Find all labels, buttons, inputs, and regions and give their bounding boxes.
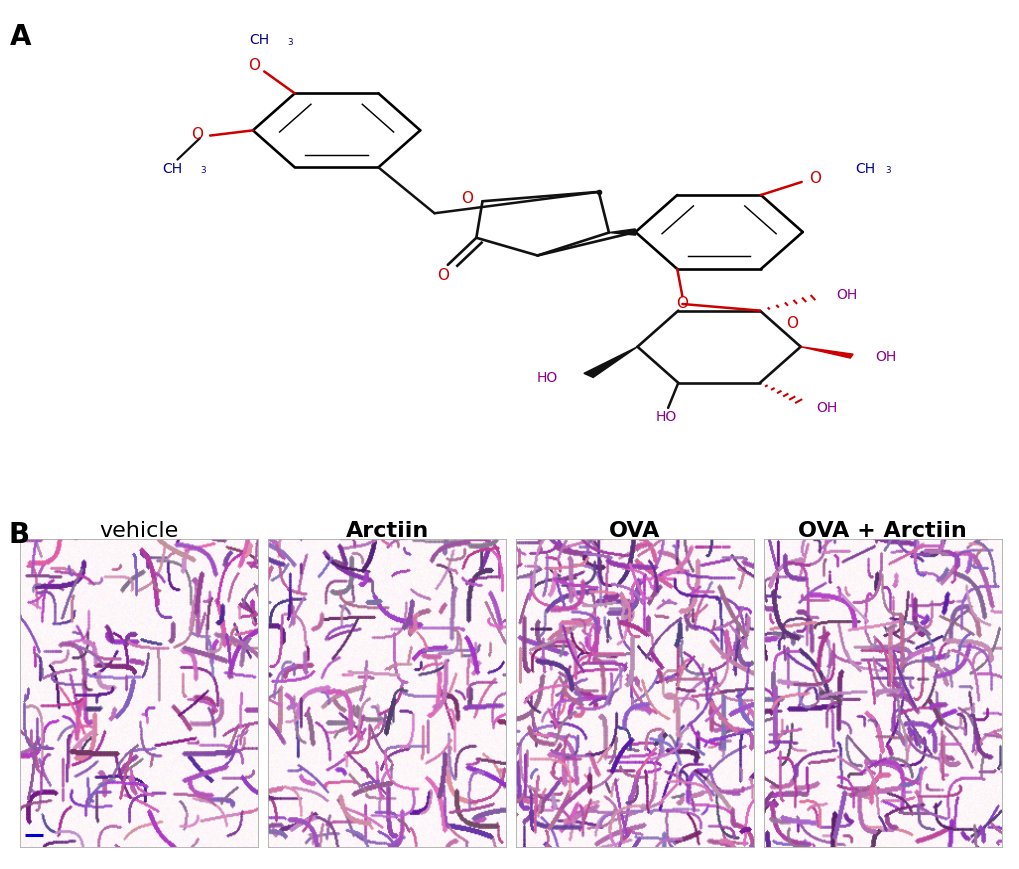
- Text: OVA: OVA: [608, 521, 660, 541]
- Text: O: O: [461, 191, 473, 206]
- Text: O: O: [248, 57, 260, 73]
- Text: $_3$: $_3$: [200, 163, 207, 176]
- Text: O: O: [786, 316, 798, 331]
- Polygon shape: [608, 229, 635, 235]
- Text: CH: CH: [854, 162, 874, 176]
- Text: Arctiin: Arctiin: [345, 521, 428, 541]
- Text: O: O: [676, 296, 688, 311]
- Text: OVA + Arctiin: OVA + Arctiin: [798, 521, 966, 541]
- Text: O: O: [191, 127, 203, 142]
- Text: CH: CH: [162, 162, 182, 176]
- Text: HO: HO: [536, 371, 557, 385]
- Text: OH: OH: [874, 350, 896, 364]
- Text: OH: OH: [836, 288, 857, 302]
- Text: $_3$: $_3$: [286, 35, 293, 48]
- Text: CH: CH: [249, 33, 269, 47]
- Polygon shape: [800, 347, 852, 358]
- Text: B: B: [8, 521, 30, 549]
- Polygon shape: [583, 347, 637, 377]
- Text: OH: OH: [815, 401, 837, 415]
- Text: $_3$: $_3$: [884, 163, 892, 176]
- Text: vehicle: vehicle: [100, 521, 178, 541]
- Text: O: O: [436, 268, 448, 282]
- Text: A: A: [10, 23, 32, 51]
- Text: O: O: [808, 171, 820, 186]
- Text: HO: HO: [655, 410, 676, 424]
